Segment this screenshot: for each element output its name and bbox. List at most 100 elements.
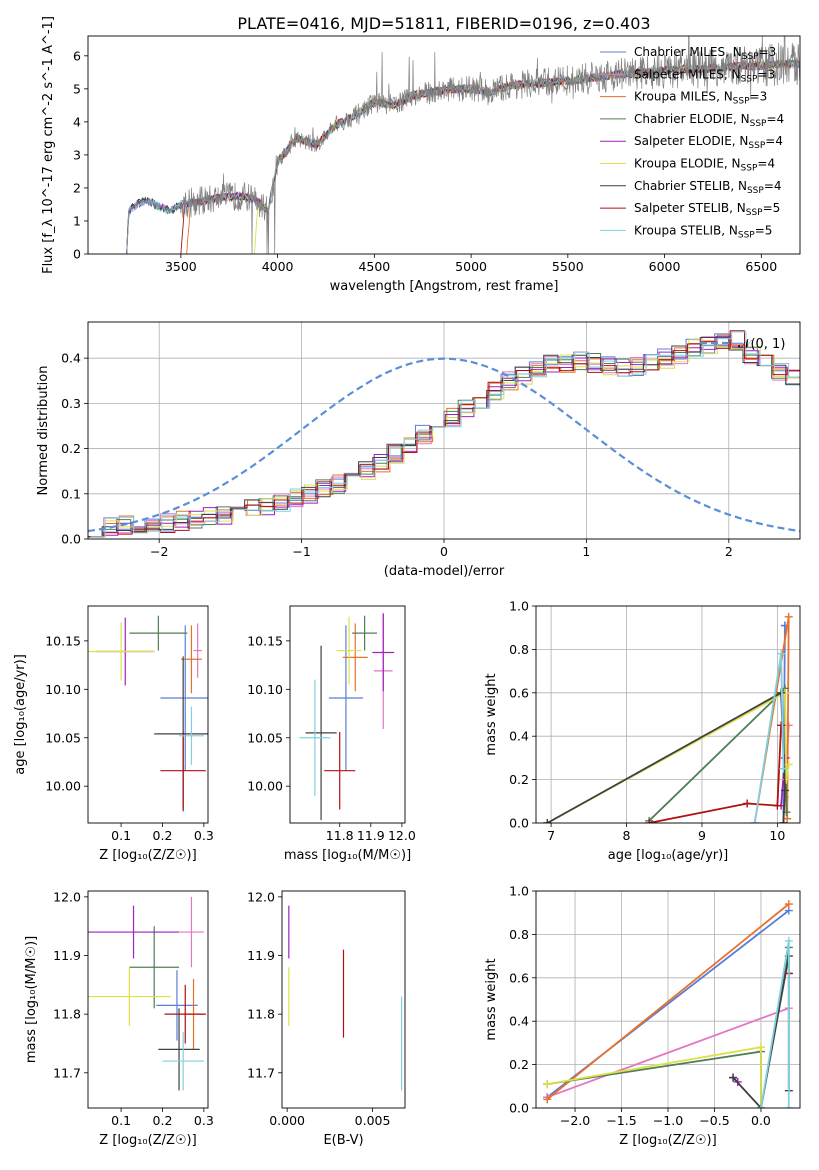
x-tick-label: −1.0 xyxy=(653,1113,683,1128)
massweight-marker xyxy=(750,819,759,823)
x-tick-label: −2.0 xyxy=(560,1113,590,1128)
y-tick-label: 0.6 xyxy=(509,970,529,985)
y-tick-label: 0.4 xyxy=(509,1014,529,1029)
massweight-vs-metallicity-panel: −2.0 −1.5 −1.0 −0.5 0.0 0.0 0.2 0.4 0.6 0.8 1.0 Z [… xyxy=(484,884,801,1148)
x-tick-label: 11.9 xyxy=(357,828,385,843)
legend-entry: Kroupa MILES, NSSP=3 xyxy=(634,90,767,107)
age-vs-metallicity-panel: 0.1 0.2 0.3 10.00 10.05 10.10 10.15 Z [log₁₀(Z/… xyxy=(13,605,214,863)
errorbar-point xyxy=(352,615,378,651)
massweight-series xyxy=(546,903,790,1100)
errorbar-point xyxy=(179,896,204,968)
errorbar-point xyxy=(129,615,188,651)
legend-nssp: 4 xyxy=(777,112,785,126)
y-tick-label: 1.0 xyxy=(509,884,529,899)
errorbar-point xyxy=(88,622,155,681)
y-axis-label: mass [log₁₀(M/M☉)] xyxy=(24,936,39,1063)
x-tick-label: 0.1 xyxy=(111,1113,131,1128)
x-tick-label: 5500 xyxy=(552,259,584,274)
x-tick-label: −1 xyxy=(292,544,310,559)
x-tick-label: 0.3 xyxy=(194,828,214,843)
x-axis-label: Z [log₁₀(Z/Z☉)] xyxy=(99,848,196,863)
mass-vs-ebv-panel: 0.000 0.005 11.7 11.8 11.9 12.0 E(B-V) xyxy=(247,889,406,1148)
plot-frame xyxy=(281,890,406,1109)
gaussian-curve xyxy=(87,357,801,533)
legend-model-name: Salpeter MILES xyxy=(634,67,724,81)
massweight-marker xyxy=(784,1104,793,1108)
y-tick-label: 0.4 xyxy=(509,729,529,744)
x-tick-label: 5000 xyxy=(455,259,487,274)
y-tick-label: 11.7 xyxy=(247,1065,275,1080)
y-tick-label: 0.1 xyxy=(61,486,81,501)
y-tick-label: 10.10 xyxy=(247,682,283,697)
y-tick-label: 0.8 xyxy=(509,642,529,657)
legend-model-name: Salpeter STELIB xyxy=(634,201,729,215)
residuals-panel: −2 −1 0 1 2 0.0 0.1 0.2 0.3 0.4 (data-model)/error… xyxy=(36,321,801,579)
residual-histogram xyxy=(89,335,800,538)
y-axis-label: mass weight xyxy=(484,958,499,1040)
massweight-marker xyxy=(543,819,552,823)
x-axis-label: E(B-V) xyxy=(323,1133,363,1148)
x-tick-label: 0.2 xyxy=(153,828,173,843)
x-tick-label: 6500 xyxy=(745,259,777,274)
plot-frame xyxy=(87,890,209,1109)
massweight-marker xyxy=(777,649,786,658)
massweight-series xyxy=(547,1046,762,1108)
x-tick-label: −2 xyxy=(150,544,168,559)
mass-vs-metallicity-panel: 0.1 0.2 0.3 11.7 11.8 11.9 12.0 Z [log₁₀(Z/Z☉)]… xyxy=(24,889,214,1148)
y-tick-label: 10.00 xyxy=(45,779,81,794)
y-axis-label: Flux [f_λ 10^-17 erg cm^-2 s^-1 A^-1] xyxy=(41,16,56,274)
x-tick-label: 4000 xyxy=(262,259,294,274)
legend-nssp: 4 xyxy=(774,179,782,193)
legend-nssp: 4 xyxy=(775,134,783,148)
y-tick-label: 0 xyxy=(73,247,81,262)
x-axis-label: (data-model)/error xyxy=(384,564,505,579)
legend-nssp: 3 xyxy=(769,45,777,59)
errorbar-point xyxy=(88,967,171,1026)
residual-histogram xyxy=(89,330,800,538)
residual-histogram xyxy=(88,344,800,538)
x-tick-label: 4500 xyxy=(358,259,390,274)
errorbar-point xyxy=(156,970,198,1041)
x-axis-label: Z [log₁₀(Z/Z☉)] xyxy=(619,1133,716,1148)
massweight-marker xyxy=(779,819,788,823)
errorbar-point xyxy=(299,679,331,796)
x-tick-label: 2 xyxy=(725,544,733,559)
massweight-series xyxy=(760,940,790,1108)
x-axis-label: Z [log₁₀(Z/Z☉)] xyxy=(99,1133,196,1148)
massweight-marker xyxy=(777,721,786,730)
y-tick-label: 11.8 xyxy=(53,1007,81,1022)
y-tick-label: 0.2 xyxy=(61,441,81,456)
x-axis-label: age [log₁₀(age/yr)] xyxy=(608,848,729,863)
errorbar-point xyxy=(160,731,206,810)
residual-histogram xyxy=(88,337,800,538)
gaussian-legend-label: 𝒩(0, 1) xyxy=(738,337,785,352)
plot-frame xyxy=(87,605,209,824)
y-tick-label: 10.05 xyxy=(247,730,283,745)
massweight-series xyxy=(648,725,782,823)
legend-model-name: Chabrier MILES xyxy=(634,45,725,59)
age-vs-mass-panel: 11.8 11.9 12.0 10.00 10.05 10.10 10.15 mass [lo… xyxy=(247,605,416,863)
errorbar-point xyxy=(336,616,362,685)
massweight-marker xyxy=(543,1095,552,1104)
spectrum-legend: Chabrier MILES, NSSP=3 Salpeter MILES, NS… xyxy=(600,45,784,240)
y-tick-label: 12.0 xyxy=(247,889,275,904)
massweight-marker xyxy=(756,1043,765,1052)
y-axis-label: mass weight xyxy=(484,673,499,755)
massweight-series xyxy=(546,691,790,823)
massweight-marker xyxy=(779,764,788,773)
y-tick-label: 0.8 xyxy=(509,927,529,942)
errorbar-point xyxy=(328,625,364,771)
legend-model-name: Kroupa ELODIE xyxy=(634,157,724,171)
errorbar-point xyxy=(305,645,337,821)
errorbar-point xyxy=(193,623,202,678)
legend-nssp: 3 xyxy=(767,67,775,81)
x-tick-label: 0.000 xyxy=(269,1113,305,1128)
legend-entry: Chabrier STELIB, NSSP=4 xyxy=(634,179,782,196)
y-tick-label: 11.7 xyxy=(53,1065,81,1080)
figure-title: PLATE=0416, MJD=51811, FIBERID=0196, z=0… xyxy=(237,14,650,33)
errorbar-point xyxy=(158,1008,200,1091)
errorbar-point xyxy=(162,1031,204,1091)
x-tick-label: 3500 xyxy=(165,259,197,274)
legend-model-name: Chabrier ELODIE xyxy=(634,112,733,126)
